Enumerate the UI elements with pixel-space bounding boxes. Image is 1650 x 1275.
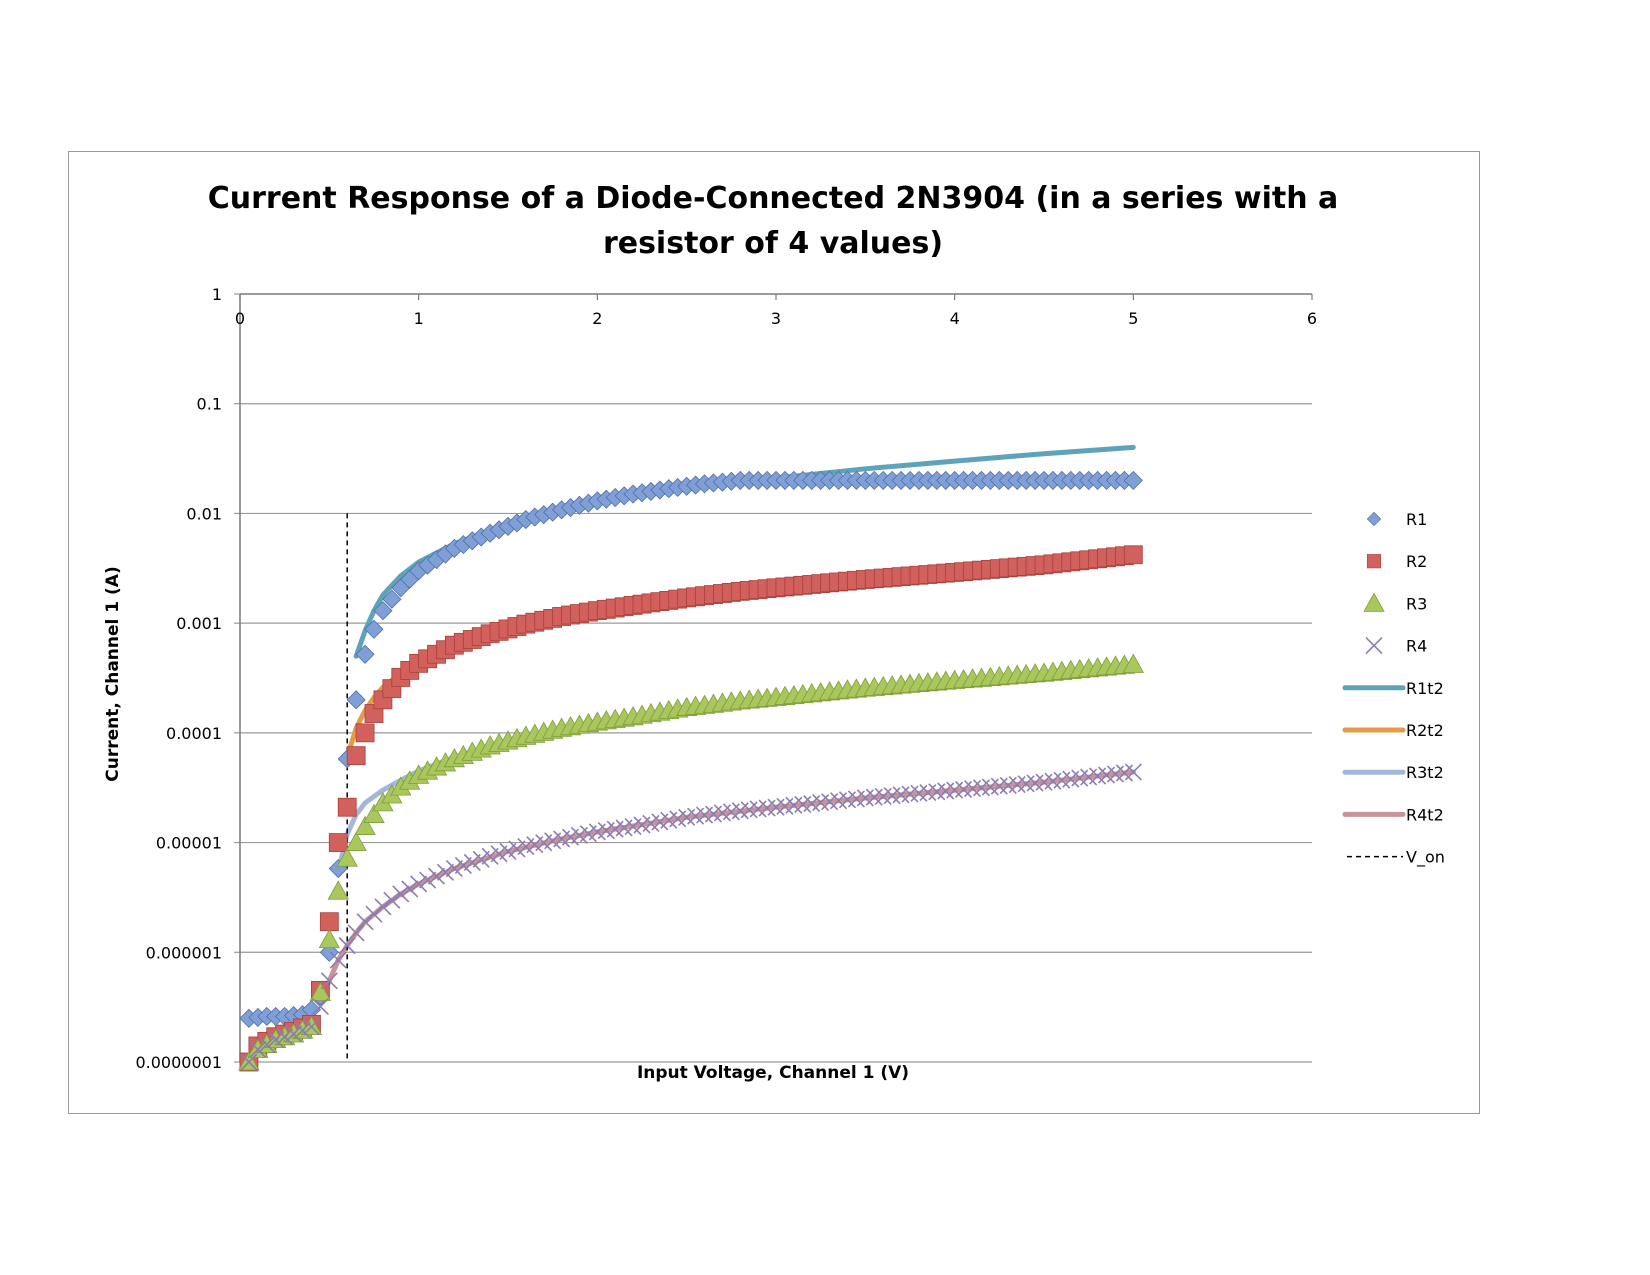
trend-lines bbox=[317, 444, 1136, 1062]
data-point-R4 bbox=[311, 998, 329, 1016]
x-tick-label: 2 bbox=[592, 309, 602, 328]
x-tick-label: 0 bbox=[235, 309, 245, 328]
y-tick-label: 0.001 bbox=[176, 614, 222, 633]
data-point-R4 bbox=[365, 905, 383, 923]
data-point-R3 bbox=[327, 880, 349, 900]
data-point-R1 bbox=[355, 644, 375, 664]
x-tick-label: 5 bbox=[1128, 309, 1138, 328]
y-axis-title: Current, Channel 1 (A) bbox=[103, 566, 123, 781]
legend-label: R2t2 bbox=[1406, 721, 1444, 740]
legend-label: R2 bbox=[1406, 552, 1427, 571]
data-point-R2 bbox=[355, 723, 375, 743]
data-point-R4 bbox=[472, 850, 490, 868]
data-point-R4 bbox=[302, 1018, 321, 1036]
chart-frame bbox=[68, 151, 1480, 1114]
data-point-R4 bbox=[401, 880, 419, 898]
data-point-R4 bbox=[356, 913, 374, 931]
x-axis-title: Input Voltage, Channel 1 (V) bbox=[637, 1063, 909, 1083]
grid-lines bbox=[240, 403, 1312, 1063]
data-point-R1 bbox=[346, 690, 366, 710]
legend-label: R3t2 bbox=[1406, 763, 1444, 782]
legend-item-R4t2: R4t2 bbox=[1342, 805, 1444, 824]
chart-title-line2: resistor of 4 values) bbox=[603, 226, 943, 261]
axes: 1 0.1 0.01 0.001 0.0001 0.00001 0.000001 0.0000… bbox=[135, 285, 1317, 1072]
data-point-R3 bbox=[1122, 653, 1145, 673]
y-tick-label: 0.00001 bbox=[156, 834, 222, 853]
data-point-R4 bbox=[383, 891, 401, 909]
legend-label: R1t2 bbox=[1406, 679, 1444, 698]
data-point-R4 bbox=[258, 1035, 276, 1054]
legend-item-R2t2: R2t2 bbox=[1342, 721, 1444, 740]
x-tick-label: 3 bbox=[771, 309, 781, 328]
y-tick-label: 0.0000001 bbox=[135, 1053, 222, 1072]
data-point-R4 bbox=[320, 972, 338, 990]
data-point-R4 bbox=[463, 853, 481, 871]
legend-item-R3t2: R3t2 bbox=[1342, 763, 1444, 782]
data-point-R3 bbox=[345, 831, 367, 851]
x-tick-label: 6 bbox=[1307, 309, 1317, 328]
legend-item-R4: R4 bbox=[1365, 637, 1427, 656]
data-point-R3 bbox=[354, 815, 376, 835]
data-point-R4 bbox=[249, 1040, 267, 1059]
data-point-R4 bbox=[374, 898, 392, 916]
data-point-R4 bbox=[454, 856, 472, 875]
legend-item-R2: R2 bbox=[1366, 552, 1427, 571]
legend-swatch bbox=[1366, 511, 1382, 527]
legend-label: V_on bbox=[1406, 848, 1445, 868]
data-point-R3 bbox=[336, 847, 358, 867]
data-point-R4 bbox=[419, 871, 437, 889]
data-point-R2 bbox=[337, 797, 357, 817]
data-point-R4 bbox=[285, 1025, 303, 1043]
legend-label: R4 bbox=[1406, 637, 1427, 656]
data-point-R4 bbox=[436, 863, 455, 881]
data-point-R1 bbox=[373, 601, 393, 621]
legend-item-R1t2: R1t2 bbox=[1342, 679, 1444, 698]
data-point-R4 bbox=[392, 885, 410, 903]
y-tick-label: 0.1 bbox=[197, 395, 222, 414]
data-point-R1 bbox=[382, 589, 402, 609]
data-point-R4 bbox=[410, 875, 428, 893]
data-point-R4 bbox=[427, 867, 446, 885]
series-line-R3t2 bbox=[335, 662, 1136, 874]
data-point-R2 bbox=[1123, 545, 1143, 565]
data-point-R4 bbox=[338, 937, 356, 955]
legend: R1 R2 R3 R4 R1t2 R2t2 R3t2 R4t2 V_on bbox=[1342, 510, 1445, 868]
data-point-R3 bbox=[318, 928, 341, 949]
data-point-R4 bbox=[1124, 763, 1142, 781]
legend-item-V_on: V_on bbox=[1347, 848, 1445, 868]
y-tick-label: 0.0001 bbox=[166, 724, 222, 743]
legend-label: R3 bbox=[1406, 594, 1427, 613]
legend-label: R1 bbox=[1406, 510, 1427, 529]
legend-swatch bbox=[1366, 554, 1382, 569]
x-tick-label: 4 bbox=[950, 309, 960, 328]
data-point-R4 bbox=[293, 1021, 312, 1039]
chart-title-line1: Current Response of a Diode-Connected 2N… bbox=[208, 181, 1339, 216]
y-tick-label: 0.000001 bbox=[146, 943, 222, 962]
y-tick-label: 0.01 bbox=[186, 504, 222, 523]
data-point-R4 bbox=[240, 1053, 258, 1071]
data-point-R2 bbox=[328, 833, 348, 852]
data-point-R3 bbox=[363, 803, 385, 823]
legend-item-R1: R1 bbox=[1366, 510, 1427, 529]
data-point-R2 bbox=[346, 746, 366, 766]
data-point-R4 bbox=[347, 924, 365, 942]
legend-item-R3: R3 bbox=[1363, 592, 1427, 613]
data-point-R1 bbox=[364, 619, 384, 639]
legend-swatch bbox=[1365, 637, 1383, 655]
y-tick-label: 1 bbox=[212, 285, 222, 304]
data-point-R2 bbox=[319, 912, 339, 932]
data-point-R4 bbox=[445, 859, 463, 878]
data-markers bbox=[238, 470, 1145, 1072]
x-tick-label: 1 bbox=[414, 309, 424, 328]
data-point-R4 bbox=[329, 951, 347, 969]
data-point-R3 bbox=[309, 981, 332, 1001]
legend-label: R4t2 bbox=[1406, 805, 1444, 824]
data-point-R1 bbox=[1123, 470, 1143, 490]
legend-swatch bbox=[1363, 592, 1385, 612]
